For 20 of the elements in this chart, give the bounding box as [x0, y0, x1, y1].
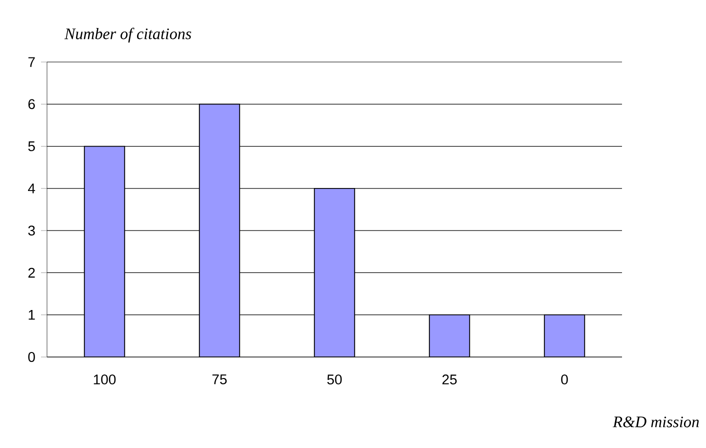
bar	[314, 188, 356, 357]
bar	[544, 314, 586, 357]
y-tick-label: 3	[28, 226, 35, 236]
y-tick-label: 6	[28, 99, 35, 110]
y-tick-label: 7	[28, 57, 35, 67]
x-tick-label: 0	[561, 374, 568, 384]
bar	[198, 104, 240, 357]
y-tick-label: 2	[28, 268, 35, 278]
x-tick-label: 75	[212, 374, 227, 384]
x-tick-label: 25	[442, 374, 457, 384]
y-tick-label: 0	[28, 352, 35, 362]
y-tick-label: 1	[28, 310, 35, 320]
x-tick-label: 100	[94, 374, 116, 384]
x-tick-label: 50	[327, 374, 342, 384]
x-axis-title: R&D mission	[612, 416, 699, 428]
bar	[84, 146, 126, 357]
y-axis-title: Number of citations	[64, 28, 192, 42]
y-tick-label: 5	[28, 141, 35, 152]
bar	[428, 314, 470, 357]
y-tick-label: 4	[28, 184, 36, 194]
